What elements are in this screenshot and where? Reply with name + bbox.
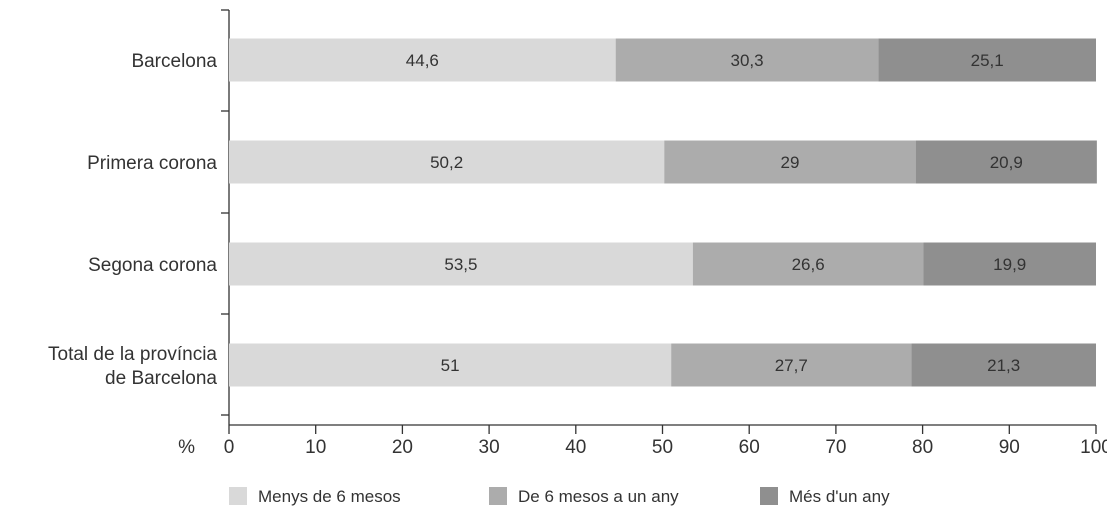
x-axis-unit-label: % (178, 437, 195, 458)
data-label: 44,6 (406, 51, 439, 70)
data-label: 30,3 (730, 51, 763, 70)
data-label: 53,5 (444, 255, 477, 274)
x-tick-label: 80 (912, 437, 933, 458)
legend-label: Menys de 6 mesos (258, 487, 401, 506)
data-label: 27,7 (775, 356, 808, 375)
data-label: 50,2 (430, 153, 463, 172)
bar-segment (911, 343, 1096, 387)
category-label: de Barcelona (105, 368, 217, 389)
legend-swatch (229, 487, 247, 505)
x-tick-label: 70 (825, 437, 846, 458)
legend: Menys de 6 mesos De 6 mesos a un any Més d… (229, 487, 890, 506)
legend-label: Més d'un any (789, 487, 890, 506)
legend-label: De 6 mesos a un any (518, 487, 679, 506)
x-tick-label: 50 (652, 437, 673, 458)
data-label: 25,1 (971, 51, 1004, 70)
x-tick-label: 90 (999, 437, 1020, 458)
data-label: 19,9 (993, 255, 1026, 274)
category-label: Segona corona (88, 255, 217, 276)
bar-segment (664, 140, 916, 184)
x-tick-label: 60 (739, 437, 760, 458)
bar-segment (229, 38, 616, 82)
bar-segment (229, 343, 672, 387)
category-labels: Barcelona Primera corona Segona corona Tota… (48, 51, 217, 389)
bar-segment (229, 242, 693, 286)
bar-segment (692, 242, 924, 286)
bar-segment (915, 140, 1097, 184)
bar-segment (615, 38, 879, 82)
x-axis-ticks: 0 10 20 30 40 50 60 70 80 90 100 (221, 9, 1107, 458)
category-label: Barcelona (131, 51, 217, 72)
data-label: 20,9 (990, 153, 1023, 172)
data-label: 26,6 (792, 255, 825, 274)
x-tick-label: 30 (479, 437, 500, 458)
bar-segment (671, 343, 912, 387)
x-tick-label: 20 (392, 437, 413, 458)
category-label: Total de la província (48, 344, 217, 365)
x-tick-label: 40 (565, 437, 586, 458)
bar-segment (229, 140, 665, 184)
data-label: 29 (780, 153, 799, 172)
x-tick-label: 10 (305, 437, 326, 458)
x-tick-label: 100 (1080, 437, 1107, 458)
x-tick-label: 0 (224, 437, 235, 458)
bars: 44,6 30,3 25,1 50,2 29 20,9 53,5 26,6 19,9 51 27,7… (229, 38, 1097, 387)
bar-segment (878, 38, 1096, 82)
legend-swatch (489, 487, 507, 505)
category-label: Primera corona (87, 153, 217, 174)
legend-swatch (760, 487, 778, 505)
bar-segment (923, 242, 1096, 286)
data-label: 21,3 (987, 356, 1020, 375)
data-label: 51 (441, 356, 460, 375)
